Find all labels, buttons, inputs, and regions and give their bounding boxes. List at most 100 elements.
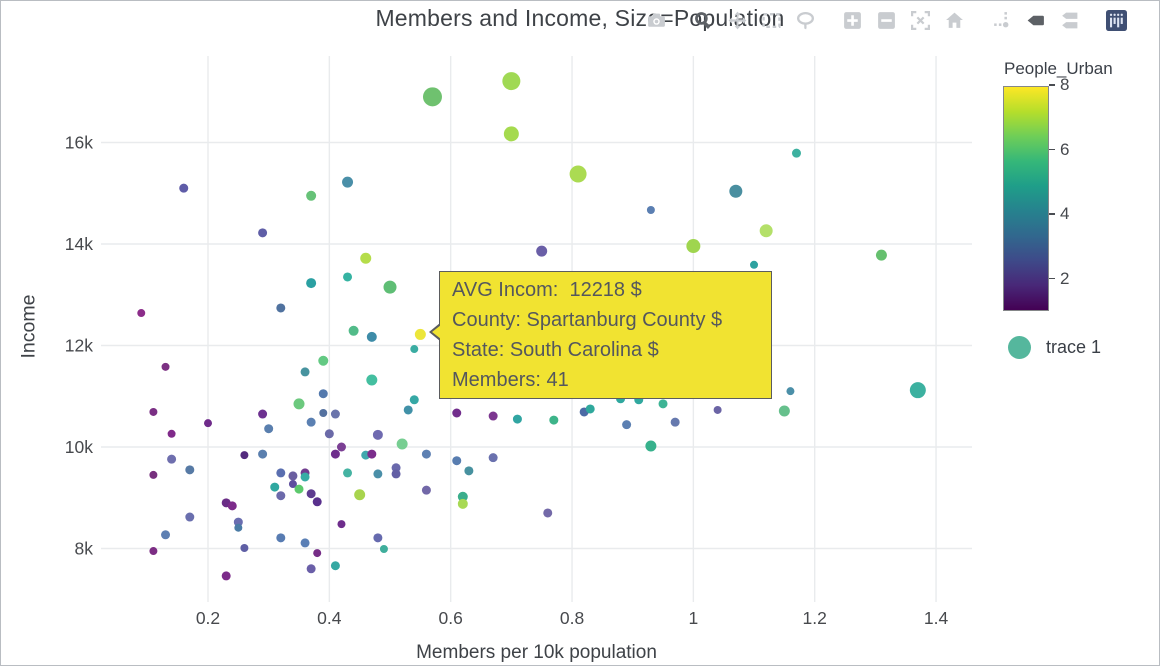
scatter-point[interactable] (343, 468, 353, 478)
scatter-point[interactable] (330, 409, 340, 419)
scatter-point[interactable] (306, 278, 317, 289)
scatter-point[interactable] (204, 419, 212, 428)
scatter-point[interactable] (383, 280, 397, 294)
scatter-point[interactable] (330, 449, 340, 459)
scatter-point[interactable] (149, 470, 158, 479)
scatter-point[interactable] (670, 417, 680, 427)
scatter-point[interactable] (422, 87, 442, 107)
scatter-point[interactable] (645, 440, 657, 452)
zoom-out-icon[interactable] (876, 10, 897, 31)
legend[interactable]: trace 1 (1008, 336, 1101, 359)
scatter-point[interactable] (366, 374, 378, 386)
scatter-point[interactable] (324, 429, 334, 439)
scatter-point[interactable] (488, 453, 498, 463)
scatter-point[interactable] (312, 497, 322, 507)
zoom-icon[interactable] (693, 10, 714, 31)
scatter-point[interactable] (713, 405, 722, 414)
scatter-point[interactable] (457, 491, 468, 502)
scatter-point[interactable] (343, 272, 353, 282)
scatter-point[interactable] (421, 449, 431, 459)
scatter-point[interactable] (512, 414, 522, 424)
scatter-point[interactable] (686, 239, 701, 254)
scatter-point[interactable] (179, 183, 189, 193)
scatter-point[interactable] (167, 454, 177, 464)
scatter-point[interactable] (313, 549, 322, 558)
scatter-point[interactable] (569, 165, 587, 183)
scatter-point-hovered[interactable] (414, 328, 426, 340)
scatter-point[interactable] (503, 126, 519, 142)
scatter-point[interactable] (300, 538, 310, 548)
scatter-point[interactable] (750, 260, 759, 269)
scatter-point[interactable] (288, 471, 298, 481)
scatter-point[interactable] (276, 491, 286, 501)
scatter-point[interactable] (258, 449, 268, 459)
scatter-point[interactable] (276, 533, 286, 543)
scatter-point[interactable] (778, 405, 790, 417)
scatter-point[interactable] (373, 533, 383, 543)
scatter-point[interactable] (264, 424, 274, 434)
scatter-point[interactable] (409, 395, 419, 405)
scatter-point[interactable] (786, 387, 795, 396)
scatter-point[interactable] (300, 472, 310, 482)
scatter-point[interactable] (167, 429, 176, 438)
scatter-point[interactable] (288, 480, 297, 489)
scatter-point[interactable] (342, 176, 354, 188)
scatter-point[interactable] (337, 520, 346, 529)
scatter-point[interactable] (909, 382, 926, 399)
scatter-point[interactable] (452, 408, 462, 418)
scatter-point[interactable] (270, 482, 280, 492)
scatter-point[interactable] (149, 547, 158, 556)
scatter-point[interactable] (258, 409, 268, 419)
scatter-point[interactable] (276, 303, 286, 313)
scatter-point[interactable] (379, 545, 388, 554)
camera-icon[interactable] (646, 10, 667, 31)
hover-compare-icon[interactable] (1059, 10, 1080, 31)
scatter-point[interactable] (464, 466, 474, 476)
scatter-point[interactable] (318, 389, 328, 399)
scatter-point[interactable] (161, 530, 171, 540)
scatter-point[interactable] (306, 564, 316, 574)
scatter-point[interactable] (149, 407, 158, 416)
scatter-point[interactable] (276, 468, 286, 478)
scatter-point[interactable] (360, 252, 372, 264)
scatter-point[interactable] (221, 571, 231, 581)
scatter-point[interactable] (585, 404, 595, 414)
scatter-point[interactable] (185, 465, 195, 475)
scatter-point[interactable] (300, 367, 310, 377)
scatter-point[interactable] (234, 523, 243, 532)
scatter-point[interactable] (367, 449, 377, 459)
scatter-point[interactable] (373, 469, 383, 479)
scatter-point[interactable] (403, 405, 413, 415)
autoscale-icon[interactable] (910, 10, 931, 31)
scatter-point[interactable] (240, 451, 249, 460)
scatter-point[interactable] (161, 362, 170, 371)
scatter-point[interactable] (646, 205, 655, 214)
scatter-point[interactable] (319, 408, 328, 417)
scatter-point[interactable] (240, 543, 249, 552)
scatter-point[interactable] (372, 429, 383, 440)
scatter-point[interactable] (330, 561, 340, 571)
scatter-point[interactable] (791, 148, 801, 158)
reset-home-icon[interactable] (944, 10, 965, 31)
scatter-point[interactable] (185, 512, 195, 522)
scatter-point[interactable] (410, 345, 419, 354)
scatter-point[interactable] (502, 72, 521, 91)
scatter-point[interactable] (258, 228, 268, 238)
scatter-point[interactable] (366, 331, 377, 342)
scatter-point[interactable] (294, 484, 304, 494)
scatter-point[interactable] (658, 399, 668, 409)
lasso-icon[interactable] (795, 10, 816, 31)
scatter-point[interactable] (306, 489, 316, 499)
scatter-point[interactable] (549, 415, 559, 425)
zoom-in-icon[interactable] (842, 10, 863, 31)
pan-icon[interactable] (727, 10, 748, 31)
scatter-point[interactable] (233, 517, 243, 527)
scatter-point[interactable] (137, 309, 146, 318)
scatter-point[interactable] (457, 498, 468, 509)
scatter-point[interactable] (354, 489, 366, 501)
scatter-point[interactable] (452, 456, 462, 466)
scatter-point[interactable] (875, 249, 887, 261)
scatter-point[interactable] (348, 325, 359, 336)
scatter-point[interactable] (488, 411, 498, 421)
box-select-icon[interactable] (761, 10, 782, 31)
